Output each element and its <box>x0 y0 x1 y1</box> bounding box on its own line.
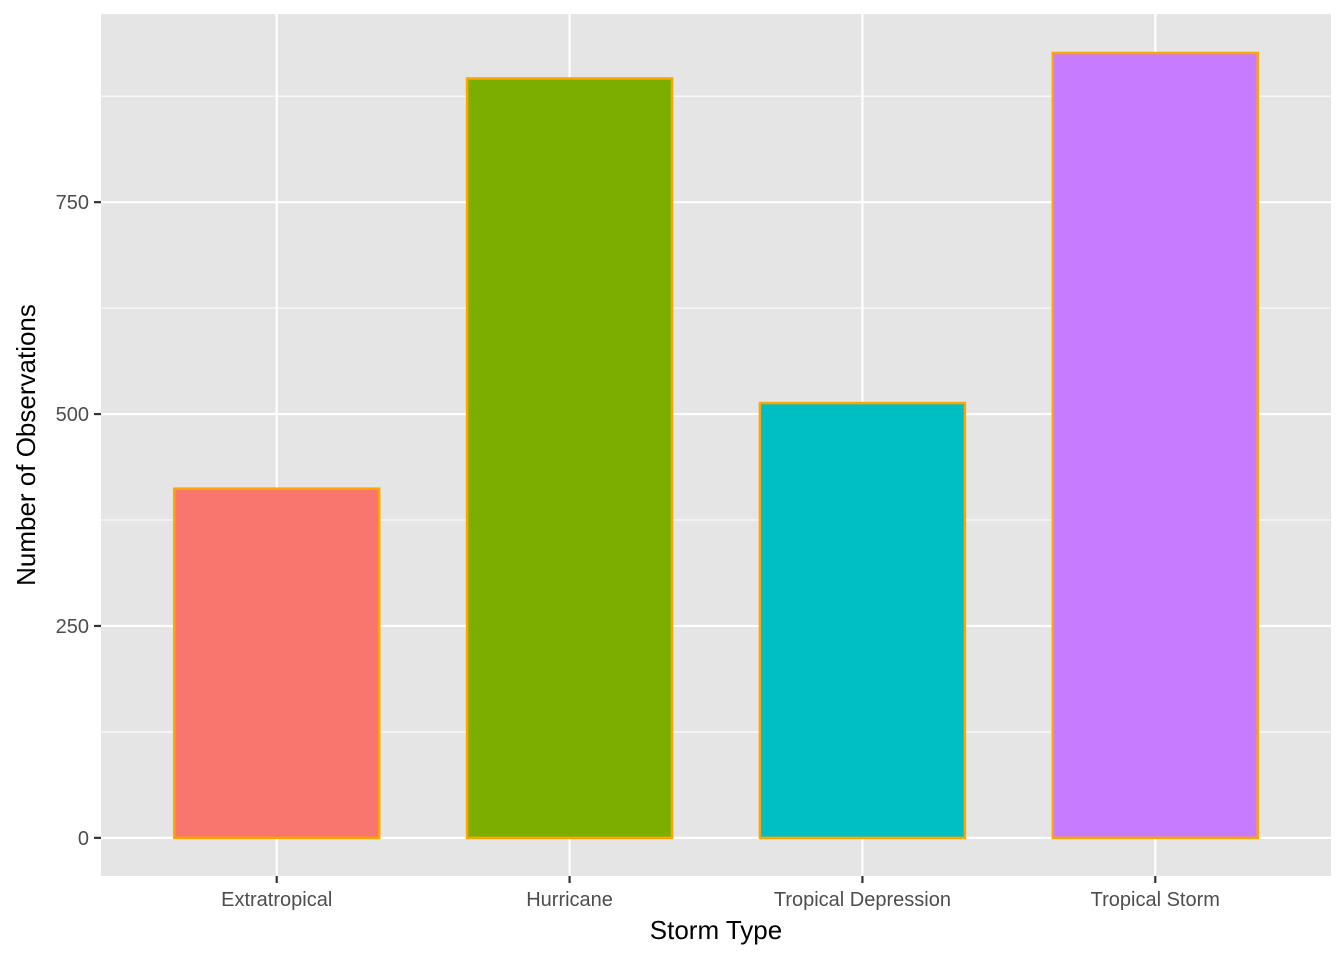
y-tick-label: 500 <box>56 404 89 426</box>
y-tick-label: 0 <box>78 828 89 850</box>
x-tick-label: Hurricane <box>526 889 613 911</box>
bar-tropical-storm <box>1051 51 1260 840</box>
bars <box>172 51 1260 840</box>
bar-extratropical <box>172 487 381 840</box>
x-axis-title: Storm Type <box>650 915 782 945</box>
x-tick-label: Extratropical <box>221 889 332 911</box>
y-axis: 0 250 500 750 <box>56 192 101 850</box>
bar-tropical-depression <box>758 401 967 840</box>
y-axis-title: Number of Observations <box>11 304 41 586</box>
x-tick-label: Tropical Depression <box>774 889 951 911</box>
y-tick-label: 250 <box>56 616 89 638</box>
bar-hurricane <box>465 77 674 840</box>
x-axis: Extratropical Hurricane Tropical Depressio… <box>221 876 1220 911</box>
x-tick-label: Tropical Storm <box>1091 889 1220 911</box>
y-tick-label: 750 <box>56 192 89 214</box>
